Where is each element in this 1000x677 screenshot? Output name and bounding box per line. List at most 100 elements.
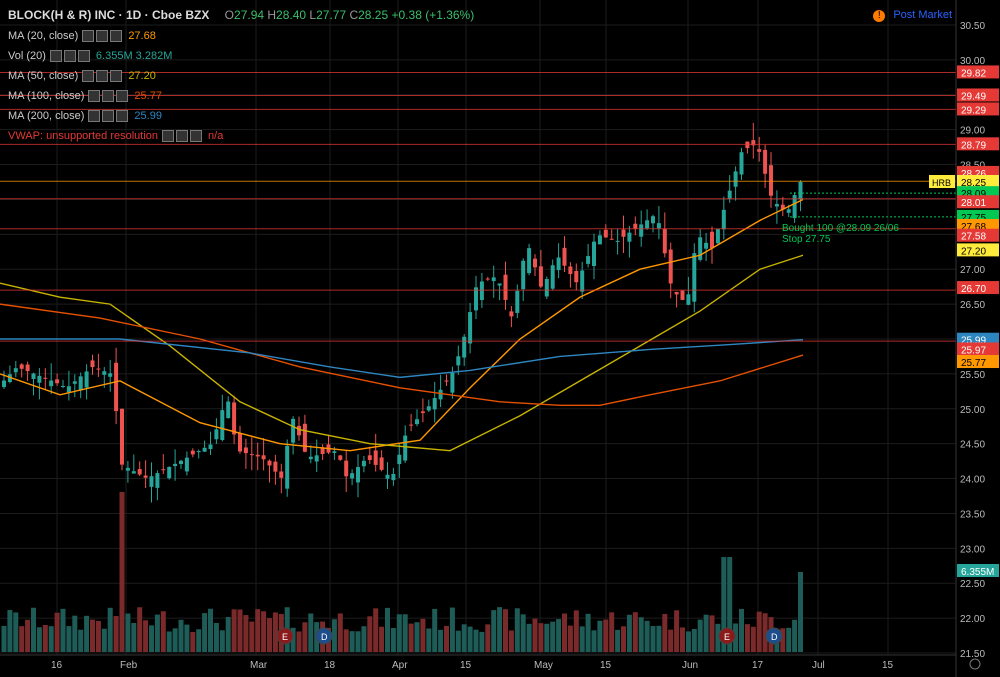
candle-body [291,418,296,443]
volume-bar [644,620,650,652]
candle-body [568,266,573,274]
y-tick-label: 23.00 [960,544,985,555]
volume-bar [54,612,60,652]
volume-bar [550,621,556,652]
price-label-box [957,102,999,116]
volume-bar [42,624,48,652]
volume-bar [343,629,349,652]
toggle-icon[interactable] [82,70,95,83]
toggle-icon[interactable] [102,90,115,103]
indicator-legend[interactable]: MA (100, close) 25.77 [8,90,162,103]
candle-body [485,278,490,280]
toggle-icon[interactable] [77,50,90,63]
toggle-icon[interactable] [88,90,101,103]
toggle-icon[interactable] [96,70,109,83]
toggle-icon[interactable] [162,130,175,143]
volume-bar [756,611,762,652]
candle-body [356,467,360,483]
candle-body [13,368,18,373]
candle-body [415,419,419,425]
trade-annotation: Stop 27.75 [782,234,831,245]
price-label-box [957,243,999,257]
toggle-icon[interactable] [110,70,123,83]
volume-bar [25,619,31,652]
candle-body [409,424,414,426]
volume-bar [149,625,154,652]
toggle-icon[interactable] [176,130,189,143]
candle-body [285,445,290,489]
candle-body [562,247,567,266]
candle-body [556,257,561,271]
volume-bar [703,614,709,652]
volume-bar [626,614,632,652]
candle-body [698,237,703,260]
candle-body [255,454,260,457]
indicator-legend[interactable]: MA (20, close) 27.68 [8,30,156,43]
volume-bar [36,627,42,652]
price-label: 25.97 [961,345,986,356]
candle-body [273,461,278,472]
volume-bar [597,620,603,652]
toggle-icon[interactable] [190,130,203,143]
candle-body [155,473,160,488]
candle-body [432,398,437,410]
candle-body [668,249,673,284]
volume-bar [744,624,750,652]
price-label: 29.82 [961,68,986,79]
volume-bar [390,628,396,652]
indicator-buttons[interactable] [82,70,124,83]
candle-body [627,232,632,242]
y-tick-label: 21.50 [960,649,985,660]
volume-bar [267,618,272,652]
indicator-value: n/a [208,130,224,142]
volume-bar [508,630,514,652]
volume-bar [231,609,237,652]
candle-body [314,455,319,462]
candle-body [597,235,602,245]
candle-body [72,381,77,384]
candle-body [586,256,591,264]
candle-body [149,476,154,487]
candle-body [792,195,797,219]
indicator-legend[interactable]: MA (200, close) 25.99 [8,110,162,123]
indicator-buttons[interactable] [88,110,130,123]
indicator-legend[interactable]: VWAP: unsupported resolution n/a [8,130,224,143]
indicator-buttons[interactable] [162,130,204,143]
candle-body [78,376,83,391]
volume-bar [691,629,697,652]
candle-body [592,241,596,267]
volume-bar [544,623,550,652]
y-tick-label: 24.50 [960,440,985,451]
price-label: 25.77 [961,358,986,369]
indicator-buttons[interactable] [88,90,130,103]
indicator-legend[interactable]: Vol (20) 6.355M 3.282M [8,50,172,63]
price-label: 27.58 [961,232,986,243]
toggle-icon[interactable] [88,110,101,123]
volume-bar [656,625,662,652]
volume-bar [591,630,597,652]
toggle-icon[interactable] [116,110,129,123]
candle-body [444,380,449,382]
toggle-icon[interactable] [102,110,115,123]
indicator-legend[interactable]: MA (50, close) 27.20 [8,70,156,83]
volume-bar [95,621,101,652]
candle-body [521,260,526,290]
toggle-icon[interactable] [82,30,95,43]
symbol-title[interactable]: BLOCK(H & R) INC · 1D · Cboe BZX [8,8,210,22]
toggle-icon[interactable] [49,50,62,63]
volume-bar [72,615,78,652]
indicator-buttons[interactable] [82,30,124,43]
volume-bar [143,620,149,652]
y-tick-label: 30.00 [960,56,985,67]
toggle-icon[interactable] [96,30,109,43]
candle-body [61,385,65,387]
toggle-icon[interactable] [63,50,76,63]
event-marker [276,627,294,645]
toggle-icon[interactable] [116,90,129,103]
candle-body [202,447,207,452]
toggle-icon[interactable] [110,30,123,43]
post-market-badge[interactable]: ! Post Market [873,9,952,22]
indicator-buttons[interactable] [49,50,92,63]
event-marker-label: E [724,632,730,642]
